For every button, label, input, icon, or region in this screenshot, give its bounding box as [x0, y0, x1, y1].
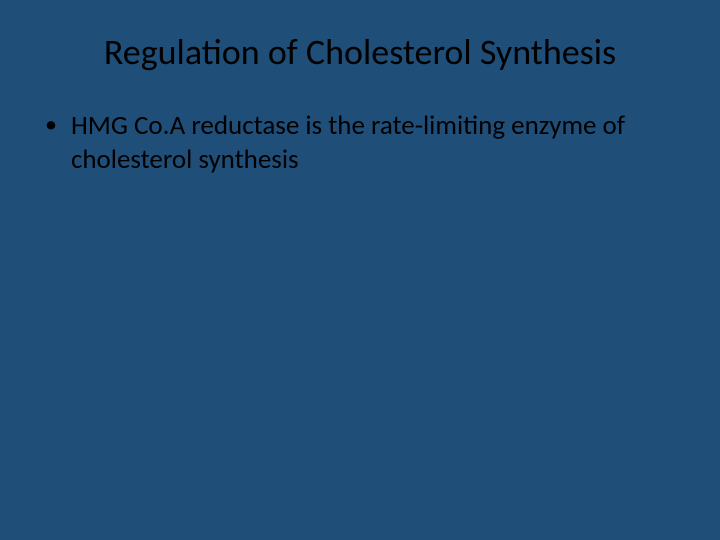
- bullet-item: • HMG Co.A reductase is the rate-limitin…: [45, 109, 680, 177]
- bullet-text: HMG Co.A reductase is the rate-limiting …: [71, 109, 680, 177]
- bullet-marker-icon: •: [45, 110, 57, 140]
- slide-content: • HMG Co.A reductase is the rate-limitin…: [40, 109, 680, 177]
- slide-container: Regulation of Cholesterol Synthesis • HM…: [0, 0, 720, 540]
- slide-title: Regulation of Cholesterol Synthesis: [40, 30, 680, 74]
